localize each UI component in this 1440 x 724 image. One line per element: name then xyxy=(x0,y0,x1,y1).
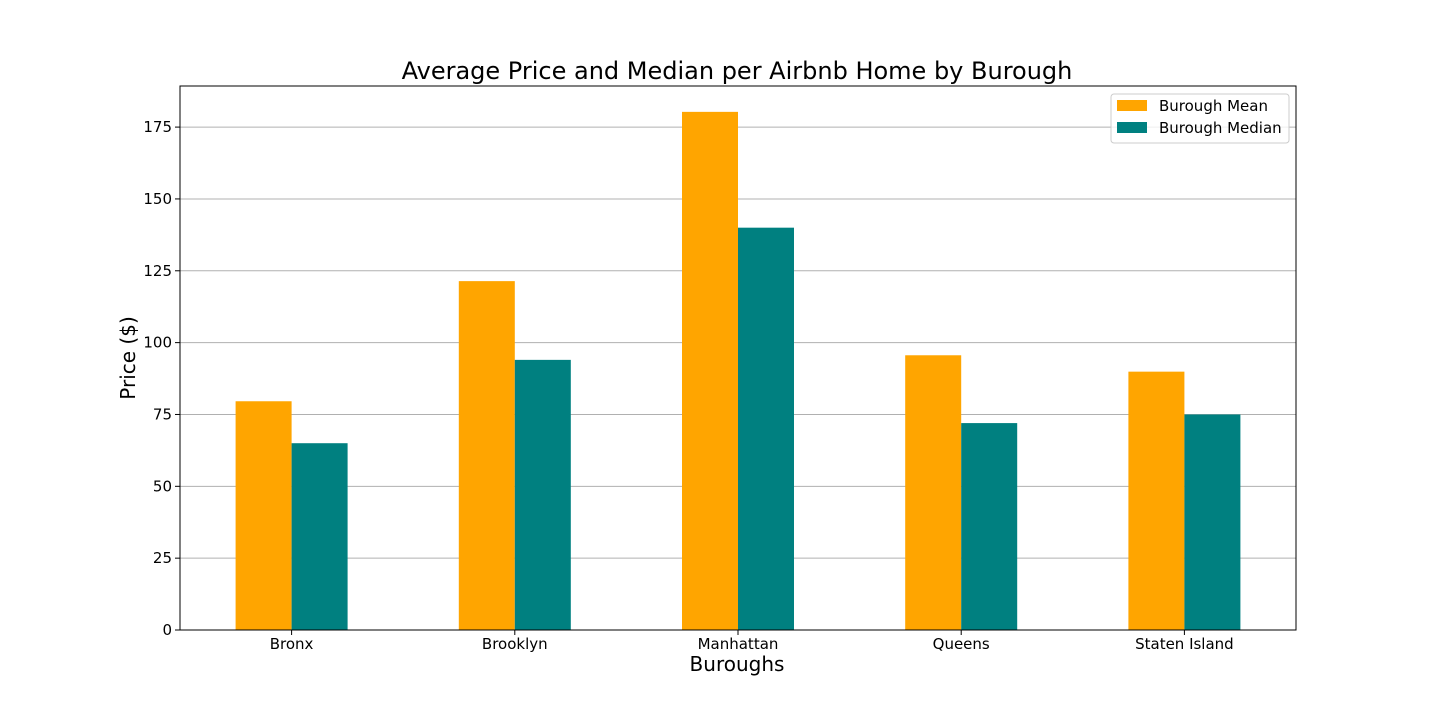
bar-median-queens xyxy=(961,423,1018,630)
y-tick-label: 25 xyxy=(153,549,172,567)
x-tick-label: Manhattan xyxy=(698,635,779,653)
bar-median-bronx xyxy=(291,443,348,630)
bar-mean-queens xyxy=(905,355,962,630)
y-tick-label: 125 xyxy=(143,262,172,280)
y-tick-label: 150 xyxy=(143,190,172,208)
y-axis-ticks: 0 25 50 75 100 125 150 175 xyxy=(143,118,180,639)
legend-frame xyxy=(1110,93,1290,144)
bar-median-staten-island xyxy=(1184,414,1241,630)
chart-title: Average Price and Median per Airbnb Home… xyxy=(402,57,1073,85)
bar-median-manhattan xyxy=(738,227,794,630)
y-tick-label: 0 xyxy=(162,621,172,639)
x-tick-label: Brooklyn xyxy=(482,635,548,653)
legend-swatch xyxy=(1117,122,1147,133)
x-tick-label: Bronx xyxy=(270,635,314,653)
legend-label: Burough Median xyxy=(1159,119,1282,137)
y-tick-label: 50 xyxy=(153,477,172,495)
y-tick-label: 75 xyxy=(153,405,172,423)
legend-swatch xyxy=(1117,100,1147,111)
bars xyxy=(235,111,1241,630)
bar-mean-bronx xyxy=(235,401,292,630)
y-tick-label: 100 xyxy=(143,334,172,352)
x-axis-label: Buroughs xyxy=(690,652,785,676)
legend-label: Burough Mean xyxy=(1159,97,1268,115)
y-axis-label: Price ($) xyxy=(116,316,140,399)
legend: Burough Mean Burough Median xyxy=(1110,93,1290,144)
bar-mean-manhattan xyxy=(682,111,738,630)
x-tick-label: Staten Island xyxy=(1135,635,1234,653)
x-axis-ticks: Bronx Brooklyn Manhattan Queens Staten Islan… xyxy=(270,630,1234,653)
bar-mean-brooklyn xyxy=(458,281,515,630)
bar-median-brooklyn xyxy=(514,359,571,630)
y-tick-label: 175 xyxy=(143,118,172,136)
bar-mean-staten-island xyxy=(1128,371,1185,630)
x-tick-label: Queens xyxy=(933,635,990,653)
